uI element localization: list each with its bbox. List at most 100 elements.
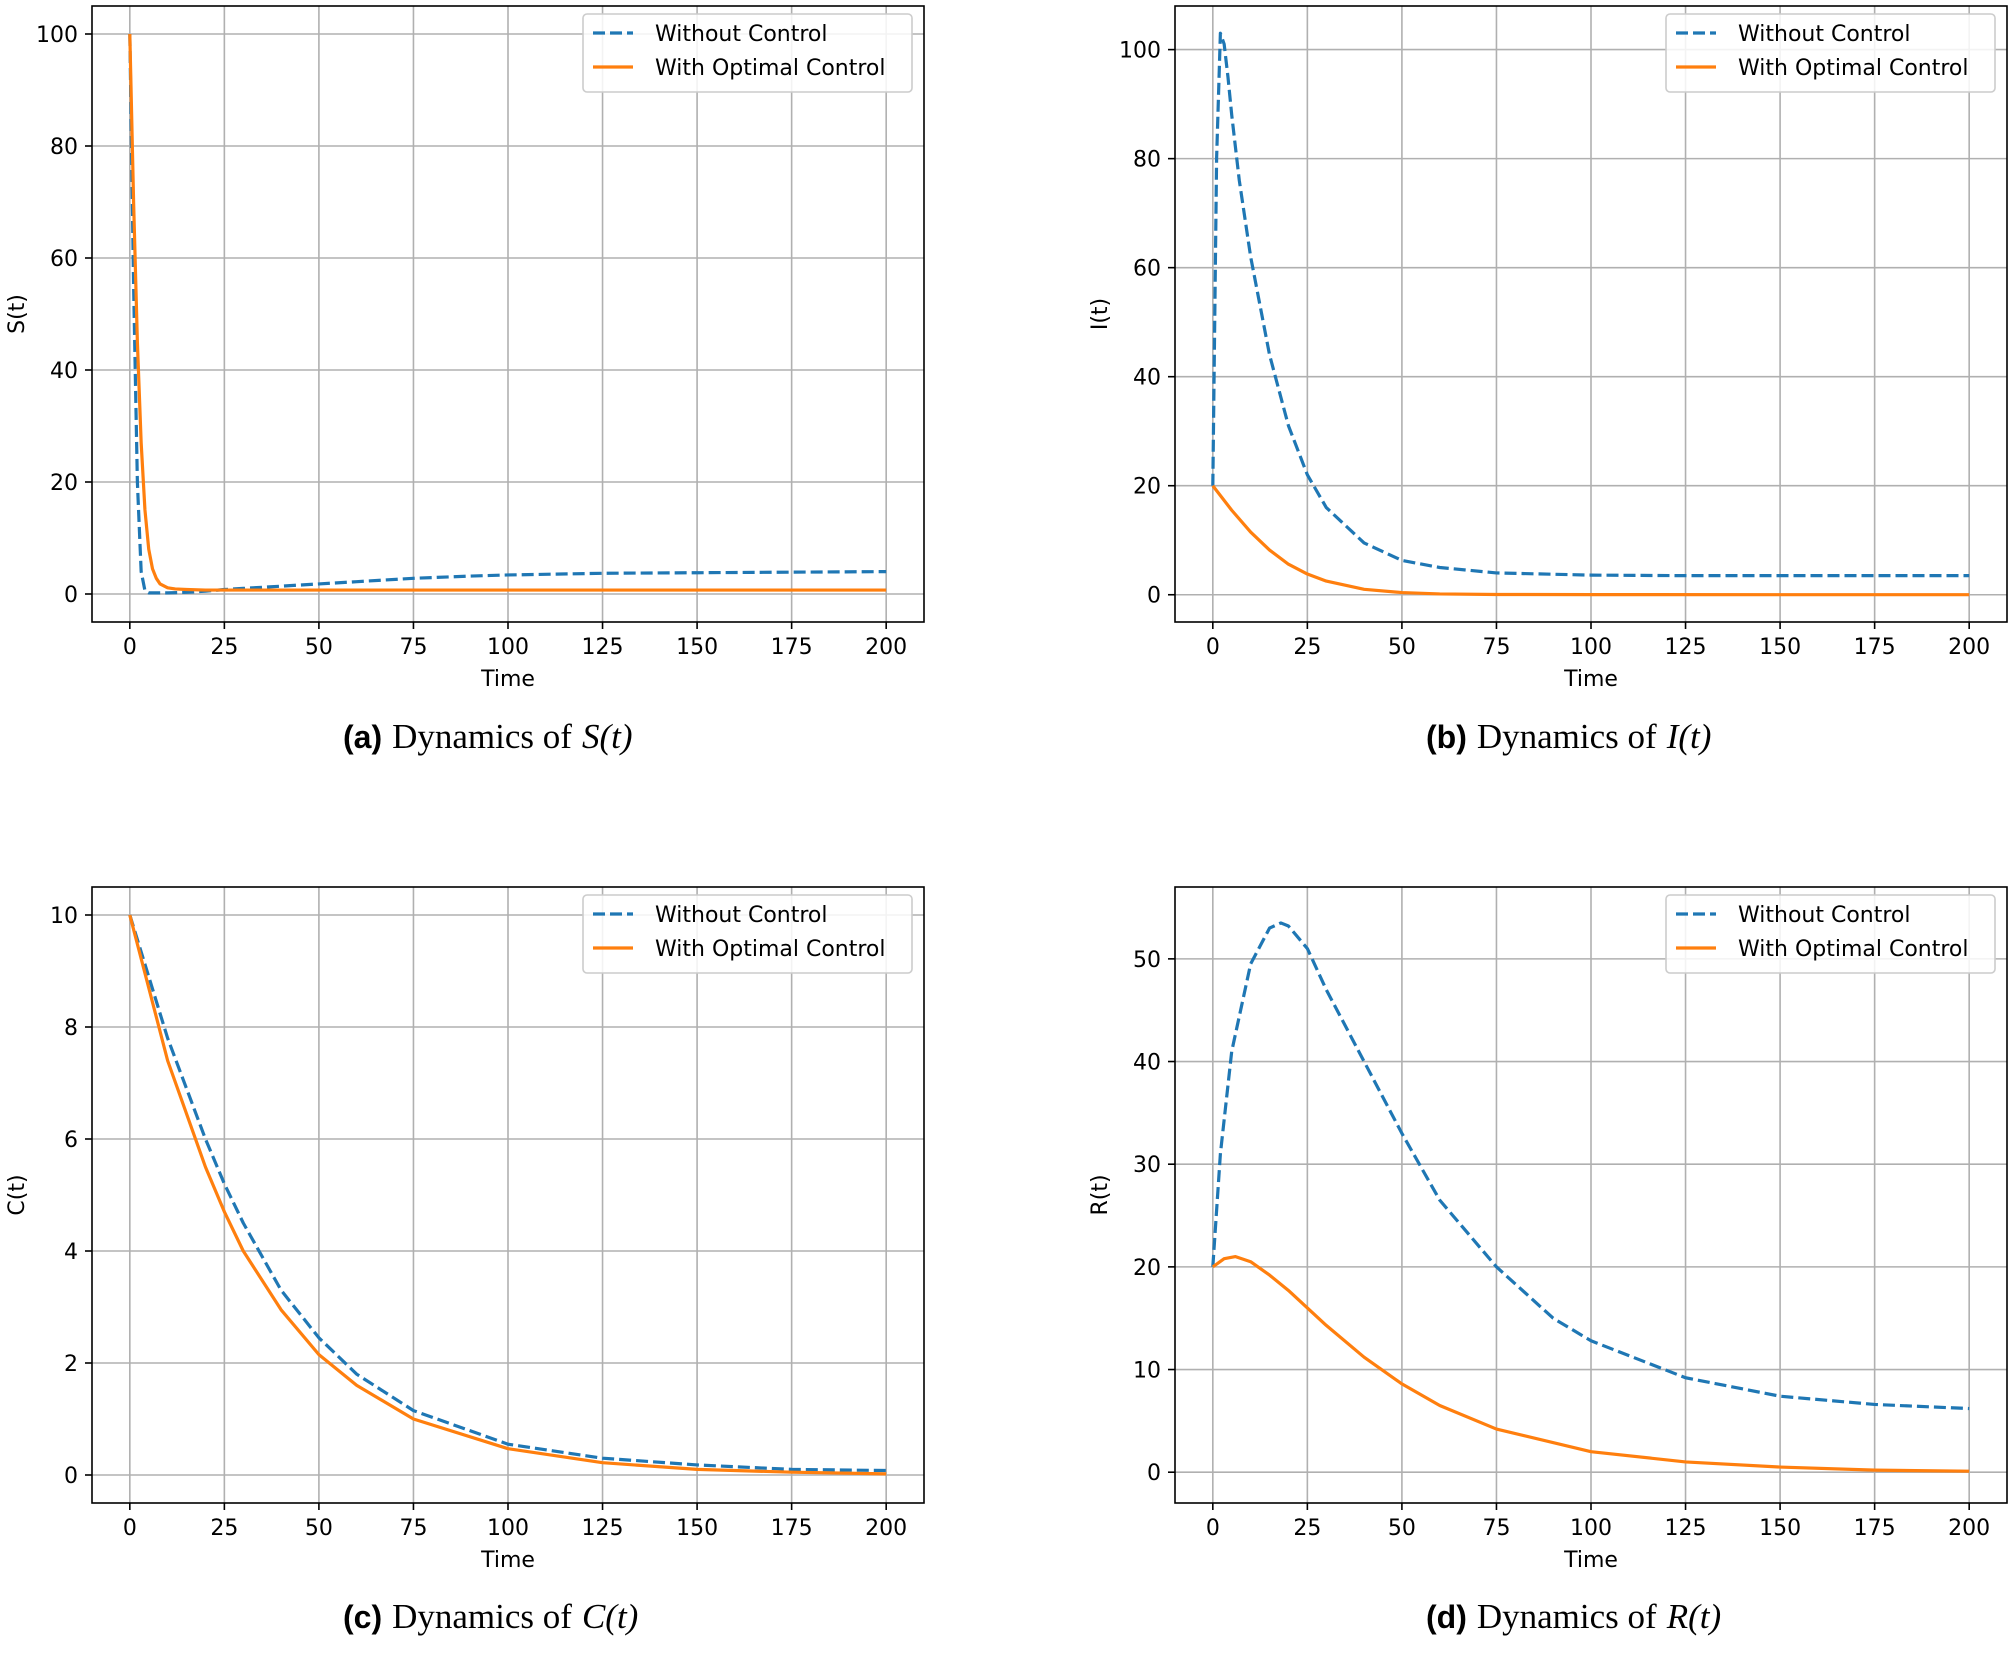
x-tick-label: 25 (210, 635, 238, 660)
x-tick-label: 175 (1854, 635, 1896, 660)
legend: Without Control With Optimal Control (582, 13, 913, 93)
grid-lines (1175, 887, 2007, 1503)
y-tick-label: 40 (50, 359, 78, 384)
x-tick-label: 125 (1665, 635, 1707, 660)
series-line-without-control (1211, 921, 1970, 1411)
y-tick-label: 0 (1147, 1461, 1161, 1486)
y-tick-label: 8 (64, 1016, 78, 1041)
y-tick-label: 10 (50, 904, 78, 929)
x-tick-label: 125 (1665, 1516, 1707, 1541)
legend-box (582, 13, 913, 93)
y-tick-label: 4 (64, 1240, 78, 1265)
y-tick-label: 0 (1147, 584, 1161, 609)
x-tick-label: 150 (676, 635, 718, 660)
x-tick-label: 100 (487, 635, 529, 660)
legend-label: With Optimal Control (655, 937, 886, 962)
caption-tag: (d) (1426, 1599, 1467, 1635)
x-tick-label: 175 (1854, 1516, 1896, 1541)
y-tick-label: 0 (64, 1464, 78, 1489)
legend-label: Without Control (1738, 903, 1911, 928)
y-tick-label: 50 (1133, 948, 1161, 973)
caption-text: Dynamics of (1477, 1597, 1657, 1636)
x-tick-label: 25 (210, 1516, 238, 1541)
caption-tag: (b) (1426, 719, 1467, 755)
y-tick-label: 2 (64, 1352, 78, 1377)
x-tick-label: 100 (1570, 1516, 1612, 1541)
y-tick-label: 100 (1119, 39, 1161, 64)
grid-lines (92, 6, 924, 622)
y-tick-label: 100 (36, 23, 78, 48)
y-tick-label: 80 (50, 135, 78, 160)
x-axis-label: Time (480, 1548, 535, 1573)
panel-caption: (c) Dynamics of C(t) (343, 1597, 638, 1636)
x-tick-label: 25 (1293, 1516, 1321, 1541)
legend-label: With Optimal Control (1738, 56, 1969, 81)
x-tick-label: 200 (865, 1516, 907, 1541)
panel-caption: (b) Dynamics of I(t) (1426, 717, 1711, 756)
x-tick-label: 50 (1388, 1516, 1416, 1541)
panel-s: 0 25 50 75 100 125 150 175 200 0 20 40 60 80 100 Time S(… (5, 5, 925, 756)
x-tick-label: 75 (1482, 1516, 1510, 1541)
x-tick-label: 150 (1759, 1516, 1801, 1541)
y-tick-label: 60 (50, 247, 78, 272)
y-tick-label: 60 (1133, 257, 1161, 282)
caption-math: R(t) (1666, 1597, 1721, 1636)
x-tick-label: 0 (123, 635, 137, 660)
y-tick-label: 40 (1133, 1051, 1161, 1076)
x-axis-label: Time (1563, 1548, 1618, 1573)
series-line-with-optimal-control (1211, 1254, 1970, 1473)
y-tick-label: 20 (50, 471, 78, 496)
y-tick-label: 80 (1133, 148, 1161, 173)
y-axis-label: I(t) (1088, 298, 1113, 330)
y-tick-label: 20 (1133, 475, 1161, 500)
panel-i: 0 25 50 75 100 125 150 175 200 0 20 40 60 80 100 Time I(… (1088, 5, 2008, 756)
x-tick-label: 125 (582, 1516, 624, 1541)
series-line-without-control (128, 33, 887, 595)
series-line-with-optimal-control (128, 33, 887, 592)
x-axis-label: Time (480, 667, 535, 692)
panel-caption: (a) Dynamics of S(t) (343, 717, 632, 756)
legend-label: With Optimal Control (1738, 937, 1969, 962)
legend-label: With Optimal Control (655, 56, 886, 81)
caption-tag: (a) (343, 719, 382, 755)
series-line-with-optimal-control (1211, 484, 1970, 597)
legend-label: Without Control (655, 22, 828, 47)
y-tick-label: 30 (1133, 1153, 1161, 1178)
caption-tag: (c) (343, 1599, 382, 1635)
legend: Without Control With Optimal Control (1665, 13, 1996, 93)
caption-text: Dynamics of (392, 1597, 572, 1636)
legend: Without Control With Optimal Control (582, 894, 913, 974)
x-tick-label: 0 (1206, 1516, 1220, 1541)
legend-label: Without Control (1738, 22, 1911, 47)
caption-text: Dynamics of (1477, 717, 1657, 756)
y-axis-label: S(t) (5, 294, 30, 334)
y-tick-label: 0 (64, 583, 78, 608)
x-tick-label: 50 (305, 1516, 333, 1541)
caption-math: I(t) (1666, 717, 1712, 756)
x-tick-label: 0 (123, 1516, 137, 1541)
x-tick-label: 125 (582, 635, 624, 660)
x-tick-label: 150 (676, 1516, 718, 1541)
legend-box (1665, 13, 1996, 93)
x-tick-label: 100 (1570, 635, 1612, 660)
caption-math: C(t) (582, 1597, 638, 1636)
panel-caption: (d) Dynamics of R(t) (1426, 1597, 1721, 1636)
x-tick-label: 175 (771, 1516, 813, 1541)
x-tick-label: 100 (487, 1516, 529, 1541)
caption-text: Dynamics of (392, 717, 572, 756)
y-tick-label: 40 (1133, 366, 1161, 391)
x-tick-label: 25 (1293, 635, 1321, 660)
legend-label: Without Control (655, 903, 828, 928)
y-tick-label: 20 (1133, 1256, 1161, 1281)
x-tick-label: 150 (1759, 635, 1801, 660)
x-tick-label: 200 (1948, 1516, 1990, 1541)
x-tick-label: 75 (399, 635, 427, 660)
x-tick-label: 50 (305, 635, 333, 660)
y-axis-label: R(t) (1088, 1174, 1113, 1215)
y-tick-label: 10 (1133, 1359, 1161, 1384)
panel-c: 0 25 50 75 100 125 150 175 200 0 2 4 6 8 10 Time C(t) Wit… (5, 886, 925, 1636)
x-tick-label: 75 (399, 1516, 427, 1541)
x-tick-label: 200 (865, 635, 907, 660)
legend-box (1665, 894, 1996, 974)
